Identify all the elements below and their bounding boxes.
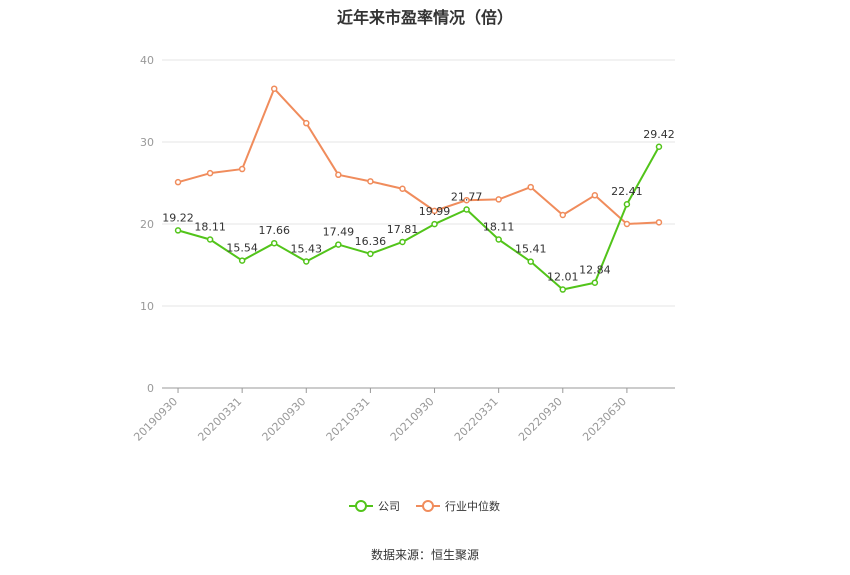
y-tick-label: 40	[140, 54, 154, 67]
data-label: 21.77	[451, 190, 483, 203]
x-tick-label: 20230630	[580, 395, 629, 444]
legend-label: 公司	[378, 500, 400, 513]
x-tick-label: 20200331	[195, 395, 244, 444]
y-tick-label: 20	[140, 218, 154, 231]
legend: 公司 行业中位数	[349, 499, 500, 513]
data-point	[495, 236, 502, 243]
grid-lines	[162, 59, 675, 307]
data-point	[655, 143, 663, 151]
data-label: 19.22	[162, 211, 194, 224]
data-point	[431, 207, 438, 215]
data-point	[206, 236, 214, 243]
data-point	[206, 169, 214, 177]
data-label: 16.36	[355, 235, 387, 248]
data-label: 17.66	[258, 224, 290, 237]
data-point	[367, 250, 374, 258]
x-axis	[162, 387, 675, 393]
data-point	[591, 192, 599, 199]
data-point	[591, 279, 599, 286]
data-point	[623, 200, 631, 208]
data-point	[463, 206, 470, 213]
data-label: 12.84	[579, 264, 611, 277]
data-label: 12.01	[547, 271, 579, 284]
data-point	[335, 171, 342, 179]
data-point	[399, 238, 406, 246]
legend-label: 行业中位数	[445, 499, 500, 513]
data-label: 15.41	[515, 243, 547, 256]
data-label: 17.49	[323, 226, 355, 239]
data-label: 22.41	[611, 185, 643, 198]
data-point	[559, 211, 567, 219]
data-point	[174, 227, 182, 234]
data-point	[270, 85, 278, 92]
data-point	[623, 220, 631, 228]
data-labels: 19.2218.1115.5417.6615.4317.4916.3617.81…	[162, 128, 674, 284]
chart-title: 近年来市盈率情况（倍）	[336, 8, 513, 27]
x-tick-label: 20220331	[452, 395, 501, 444]
data-label: 17.81	[387, 223, 419, 236]
legend-marker	[422, 500, 434, 512]
data-label: 18.11	[194, 220, 226, 233]
data-label: 15.43	[291, 242, 323, 255]
data-point	[463, 196, 470, 204]
data-point	[303, 258, 310, 265]
x-tick-label: 20200930	[260, 395, 309, 444]
data-point	[655, 219, 663, 226]
x-tick-label: 20210930	[388, 395, 437, 444]
data-point	[238, 257, 246, 264]
y-tick-label: 30	[140, 136, 154, 149]
series-lines	[177, 87, 660, 291]
x-tick-labels: 20190930 20200331 20200930 20210331 20210930…	[131, 395, 629, 444]
data-label: 19.99	[419, 205, 451, 218]
y-tick-label: 0	[147, 382, 154, 395]
legend-marker	[355, 500, 367, 512]
data-point	[367, 178, 374, 185]
data-point	[431, 220, 438, 228]
data-point	[335, 241, 342, 248]
x-tick-label: 20190930	[131, 395, 180, 444]
data-point	[527, 183, 534, 191]
series-line	[177, 87, 660, 225]
data-point	[270, 239, 278, 247]
data-label: 29.42	[643, 128, 675, 141]
data-label: 15.54	[226, 242, 258, 255]
series-points	[174, 85, 663, 293]
data-label: 18.11	[483, 220, 515, 233]
series-line	[177, 146, 660, 291]
x-tick-label: 20220930	[516, 395, 565, 444]
data-point	[527, 258, 534, 265]
data-point	[495, 196, 502, 203]
data-point	[238, 165, 246, 173]
data-point	[559, 286, 567, 293]
x-tick-label: 20210331	[324, 395, 373, 444]
data-point	[174, 178, 182, 186]
y-tick-labels: 0 10 20 30 40	[140, 54, 154, 395]
data-source: 数据来源：恒生聚源	[370, 548, 479, 562]
y-tick-label: 10	[140, 300, 154, 313]
data-point	[303, 119, 310, 127]
data-point	[399, 185, 406, 192]
